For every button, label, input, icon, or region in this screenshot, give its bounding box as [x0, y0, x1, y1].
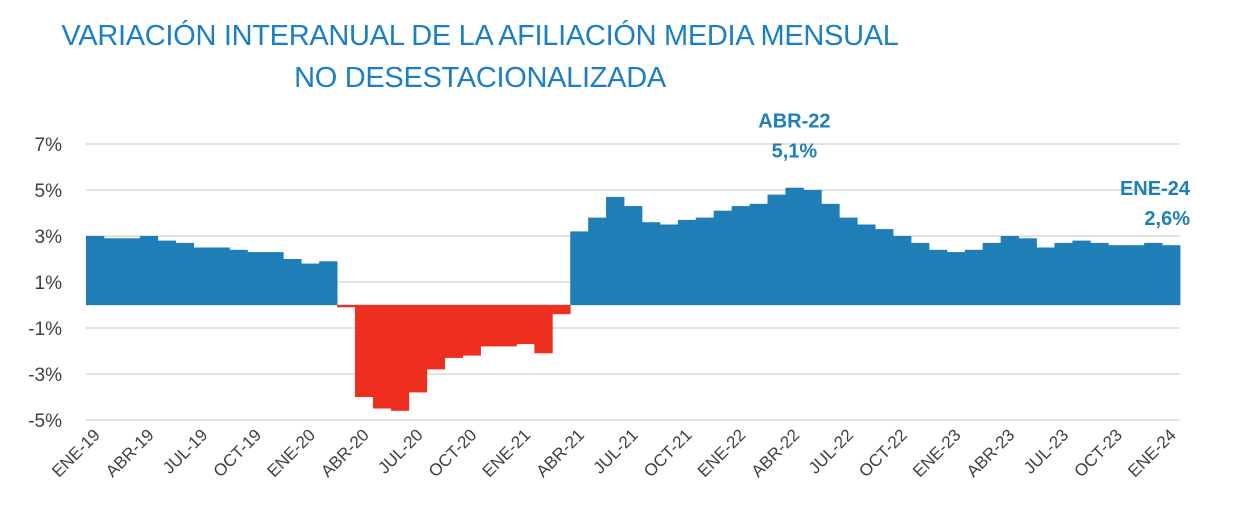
- x-tick-label: JUL-21: [590, 425, 642, 477]
- bar: [803, 190, 822, 305]
- y-tick-label: 5%: [35, 181, 63, 202]
- bar: [426, 305, 446, 370]
- bar: [695, 217, 715, 305]
- bar: [480, 305, 499, 347]
- x-tick-label: JUL-19: [159, 425, 211, 477]
- x-tick-label: OCT-20: [425, 425, 481, 481]
- bar: [713, 210, 733, 305]
- y-tick-label: -5%: [28, 411, 62, 432]
- bar: [229, 249, 248, 305]
- bar: [624, 206, 643, 305]
- x-tick-label: JUL-22: [805, 425, 857, 477]
- bar: [462, 305, 481, 356]
- x-tick-label: ENE-20: [263, 425, 319, 481]
- bar: [641, 222, 661, 305]
- bar: [211, 247, 230, 305]
- bar: [247, 252, 266, 305]
- bar: [390, 305, 410, 411]
- bar: [139, 236, 159, 305]
- annotation-value: 2,6%: [1144, 208, 1190, 230]
- bar: [659, 224, 679, 305]
- chart-title: VARIACIÓN INTERANUAL DE LA AFILIACIÓN ME…: [61, 20, 899, 52]
- y-tick-label: 7%: [35, 135, 63, 156]
- y-tick-label: -1%: [28, 319, 62, 340]
- x-tick-label: ENE-22: [694, 425, 750, 481]
- annotation-value: 5,1%: [772, 141, 818, 163]
- chart-subtitle: NO DESESTACIONALIZADA: [294, 62, 666, 94]
- bar: [552, 305, 571, 315]
- bar: [749, 203, 768, 305]
- bar: [821, 203, 840, 305]
- bar: [893, 236, 912, 305]
- bar: [1126, 245, 1145, 305]
- bar: [1144, 242, 1163, 305]
- bar: [839, 217, 858, 305]
- bar: [767, 194, 786, 305]
- bar: [1108, 245, 1127, 305]
- x-tick-label: OCT-19: [210, 425, 266, 481]
- bar: [498, 305, 517, 347]
- x-tick-label: ABR-21: [532, 425, 588, 481]
- bar: [86, 236, 105, 305]
- bar: [408, 305, 428, 393]
- bar: [265, 252, 284, 305]
- bar: [785, 187, 804, 305]
- bar: [731, 206, 750, 305]
- bar: [1090, 242, 1109, 305]
- bar: [534, 305, 553, 354]
- x-tick-label: OCT-21: [640, 425, 696, 481]
- bar: [121, 238, 141, 305]
- bar: [1162, 245, 1181, 305]
- bar: [355, 305, 374, 397]
- bar: [1072, 240, 1091, 305]
- bar: [1018, 238, 1037, 305]
- x-tick-label: ABR-19: [102, 425, 158, 481]
- x-tick-label: ENE-21: [479, 425, 535, 481]
- x-tick-label: ABR-20: [317, 425, 373, 481]
- bar: [946, 252, 966, 305]
- bar: [857, 224, 876, 305]
- x-tick-label: ABR-23: [963, 425, 1019, 481]
- y-tick-label: 1%: [35, 273, 63, 294]
- bar: [337, 305, 356, 308]
- bar: [301, 263, 320, 305]
- x-tick-label: OCT-22: [855, 425, 911, 481]
- annotation-label: ABR-22: [758, 111, 830, 133]
- y-tick-label: 3%: [35, 227, 63, 248]
- bar: [606, 196, 625, 305]
- x-tick-label: OCT-23: [1071, 425, 1127, 481]
- bar: [103, 238, 123, 305]
- bar: [1054, 242, 1073, 305]
- x-tick-label: ABR-22: [748, 425, 804, 481]
- y-tick-label: -3%: [28, 365, 62, 386]
- bar: [193, 247, 212, 305]
- x-tick-label: JUL-23: [1020, 425, 1072, 477]
- bar: [157, 240, 177, 305]
- bar: [1036, 247, 1055, 305]
- bar: [677, 219, 697, 305]
- bar: [875, 229, 894, 305]
- bar: [516, 305, 535, 345]
- bar: [570, 231, 589, 305]
- x-tick-label: ENE-19: [48, 425, 104, 481]
- bar: [964, 249, 984, 305]
- x-tick-label: JUL-20: [374, 425, 426, 477]
- bar: [982, 242, 1002, 305]
- bar: [444, 305, 464, 358]
- bar: [910, 242, 930, 305]
- x-tick-label: ENE-23: [909, 425, 965, 481]
- bar: [283, 259, 302, 305]
- annotation-label: ENE-24: [1120, 178, 1191, 200]
- x-tick-label: ENE-24: [1124, 425, 1180, 481]
- bar: [319, 261, 338, 305]
- bar: [928, 249, 948, 305]
- bar: [1000, 236, 1019, 305]
- bar: [588, 217, 607, 305]
- bar: [175, 242, 195, 305]
- bar: [372, 305, 392, 409]
